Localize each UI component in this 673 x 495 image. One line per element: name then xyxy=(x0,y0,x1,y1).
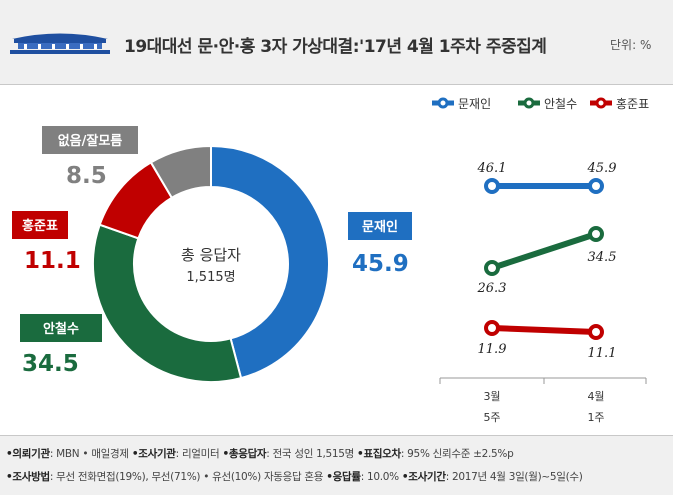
survey-info-2-value-2: : 2017년 4월 3일(월)~5일(수) xyxy=(445,471,583,483)
series-1-data-label-1: 34.5 xyxy=(588,250,617,265)
slice-value-2: 11.1 xyxy=(24,248,81,274)
legend-label-0: 문재인 xyxy=(458,97,491,111)
survey-info-1-key-3: •표집오차 xyxy=(357,448,401,460)
survey-info-1-value-1: : 리얼미터 xyxy=(175,448,223,460)
series-line-2 xyxy=(491,325,597,335)
series-line-1 xyxy=(491,231,597,271)
survey-info-1-value-3: : 95% 신뢰수준 ±2.5%p xyxy=(400,448,514,460)
x-tick-label-1-line-1: 4월 xyxy=(587,390,604,403)
chart-title: 19대대선 문·안·홍 3자 가상대결:'17년 4월 1주차 주중집계 xyxy=(124,37,547,57)
donut-slice-1 xyxy=(92,223,243,383)
survey-info-2-value-1: : 10.0% xyxy=(360,471,402,483)
legend-swatch-marker-2 xyxy=(595,97,607,109)
survey-info-1-key-1: •조사기관 xyxy=(131,448,176,460)
series-2-data-label-1: 11.1 xyxy=(588,346,617,361)
survey-info-2-key-0: •조사방법 xyxy=(6,471,50,483)
series-1-data-label-0: 26.3 xyxy=(477,281,507,296)
legend-label-1: 안철수 xyxy=(544,97,577,111)
slice-value-1: 34.5 xyxy=(22,351,79,377)
series-0-point-1 xyxy=(588,178,604,194)
survey-info-2-value-0: : 무선 전화면접(19%), 무선(71%) • 유선(10%) 자동응답 혼… xyxy=(49,471,327,483)
survey-info-footer: •의뢰기관: MBN • 매일경제 •조사기관: 리얼미터 •총응답자: 전국 … xyxy=(0,435,673,495)
slice-label-1: 안철수 xyxy=(43,321,79,337)
survey-info-1-key-2: •총응답자 xyxy=(222,448,267,460)
series-2-point-1 xyxy=(588,324,604,340)
donut-slice-0 xyxy=(210,144,330,380)
survey-info-1-value-2: : 전국 성인 1,515명 xyxy=(266,448,358,460)
survey-info-2-key-1: •응답률 xyxy=(326,471,361,483)
legend-swatch-marker-1 xyxy=(523,97,535,109)
blue-house-logo-icon xyxy=(10,33,110,54)
series-0-data-label-1: 45.9 xyxy=(587,161,617,176)
series-2-data-label-0: 11.9 xyxy=(478,342,507,357)
survey-info-1-value-0: : MBN • 매일경제 xyxy=(49,448,132,460)
slice-label-3: 없음/잘모름 xyxy=(58,133,123,149)
slice-value-0: 45.9 xyxy=(352,251,409,277)
series-1-point-0 xyxy=(484,260,500,276)
series-0-data-label-0: 46.1 xyxy=(477,161,507,176)
x-tick-label-0-line-1: 3월 xyxy=(483,390,500,403)
donut-slice-3 xyxy=(149,144,212,200)
legend-label-2: 홍준표 xyxy=(616,97,649,111)
slice-label-box-1 xyxy=(20,314,102,342)
survey-info-1-key-0: •의뢰기관 xyxy=(6,448,50,460)
slice-label-0: 문재인 xyxy=(362,219,398,235)
legend-swatch-marker-0 xyxy=(437,97,449,109)
x-tick-label-0-line-2: 5주 xyxy=(483,411,500,424)
series-2-point-0 xyxy=(484,320,500,336)
survey-info-2-key-2: •조사기간 xyxy=(401,471,446,483)
unit-label: 단위: % xyxy=(610,38,652,52)
series-1-point-1 xyxy=(588,226,604,242)
header-bar: 19대대선 문·안·홍 3자 가상대결:'17년 4월 1주차 주중집계 단위:… xyxy=(0,0,673,85)
slice-label-box-2 xyxy=(12,211,68,239)
survey-info-line-1: •의뢰기관: MBN • 매일경제 •조사기관: 리얼미터 •총응답자: 전국 … xyxy=(6,446,514,461)
x-tick-label-1-line-2: 1주 xyxy=(587,411,604,424)
survey-info-line-2: •조사방법: 무선 전화면접(19%), 무선(71%) • 유선(10%) 자… xyxy=(6,469,583,484)
donut-center-value: 1,515명 xyxy=(186,270,235,285)
donut-center-label: 총 응답자 xyxy=(181,246,241,264)
slice-label-box-0 xyxy=(348,212,412,240)
slice-label-box-3 xyxy=(42,126,138,154)
series-0-point-0 xyxy=(484,178,500,194)
slice-label-2: 홍준표 xyxy=(22,218,58,234)
slice-value-3: 8.5 xyxy=(66,163,107,189)
